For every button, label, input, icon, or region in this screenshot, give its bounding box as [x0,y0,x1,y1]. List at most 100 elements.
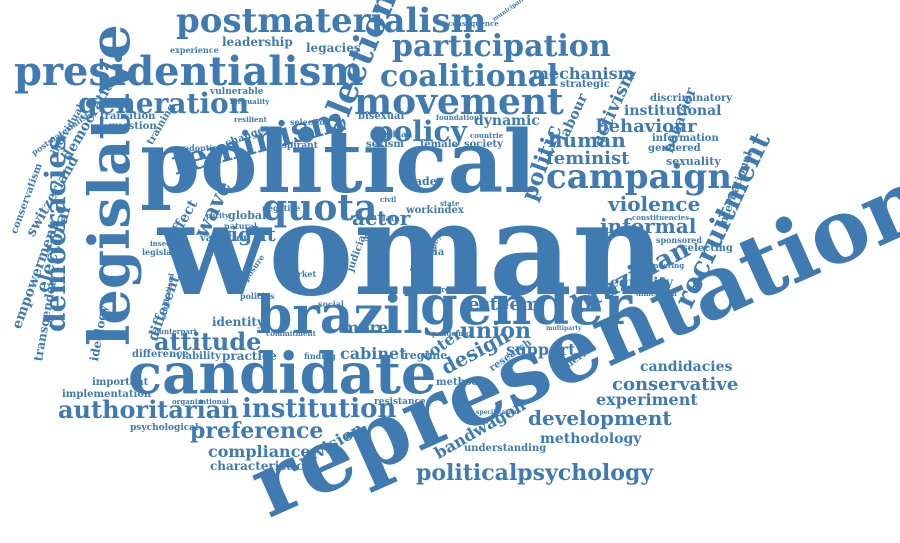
word-strength: strength [434,285,468,294]
word-specification: specification [476,409,519,416]
word-institution: institution [242,394,397,424]
word-esteem: esteem [468,294,540,315]
word-adoption: adoption [184,143,224,153]
word-global: global [228,209,267,222]
word-workindex: workindex [406,205,464,216]
word-campaign: campaign [546,157,732,197]
word-aspirant: aspirant [276,141,318,151]
word-parity: parity [206,211,230,220]
word-sexism: sexism [366,139,404,150]
word-selecting: selecting [682,243,733,254]
word-woman: woman [158,175,665,325]
word-legislator: legislator [142,247,185,257]
word-transition: transition [100,111,156,122]
word-municipalities: municipalities [491,0,535,23]
word-trade: trade [404,175,437,188]
word-understanding: understanding [464,443,547,454]
word-india: india [416,247,445,258]
word-countrie: countrie [470,131,504,140]
word-identity: identity [212,315,264,329]
word-information: information [652,133,719,144]
word-characteristic: characteristic [210,459,304,473]
word-candidacies: candidacies [640,359,733,375]
word-practice: practice [222,349,277,363]
word-question: question [108,121,157,132]
word-equality: equality [610,275,674,291]
word-discriminatory: discriminatory [650,93,733,104]
word-development: development [528,406,672,430]
word-methodology: methodology [540,431,642,447]
word-quota: quota [262,187,378,229]
word-experience: experience [170,45,219,55]
word-mechanism: mechanism [532,64,635,83]
word-lesbian: lesbian [380,129,413,139]
word-gender: gender [420,273,632,337]
word-candidate: candidate [128,341,437,407]
word-commitment: commitment [266,329,316,338]
word-regime: regime [404,349,448,362]
word-sponsored: sponsored [656,235,702,245]
word-union: union [460,318,532,344]
word-authoritarian: authoritarian [58,395,239,424]
word-insecurity: insecurity [150,239,190,248]
word-presidentialism: presidentialism [14,48,364,95]
word-dimension: dimension [636,289,677,298]
word-movement: movement [354,81,564,123]
word-market: market [284,269,317,279]
word-conservative: conservative [612,374,739,395]
word-natural: natural [224,221,257,231]
word-self: self [364,231,387,244]
word-multiparty: multiparty [546,325,582,332]
word-pandemic: pandemic [432,329,471,338]
word-brazil: brazil [256,285,423,346]
word-political: political [140,112,536,213]
word-policies: policies [240,291,275,301]
word-vulnerable: vulnerable [210,87,264,97]
word-preference: preference [190,418,324,444]
word-legacies: legacies [306,41,361,55]
word-participation: participation [392,29,611,64]
word-resilient: resilient [234,115,267,124]
word-compliance: compliance [208,442,311,461]
word-actor: actor [352,206,411,230]
word-female: female [420,139,458,150]
word-strategic: strategic [560,79,610,90]
word-constituencies: constituencies [632,213,690,222]
word-cabinet: cabinet [340,344,407,363]
word-human: human [548,128,626,152]
word-resistance: resistance [374,397,426,407]
word-difference: difference [132,349,189,360]
word-behaviour: behaviour [596,116,697,137]
word-selection: selection [290,117,331,127]
word-finding: finding [304,351,336,361]
word-consequence: consequence [448,19,499,28]
word-important: important [92,377,149,388]
word-informal: informal [600,214,697,238]
word-sexuality: sexuality [666,155,721,168]
word-data: data [380,213,400,223]
word-variation: variation [200,233,251,244]
word-psychological: psychological [130,423,199,433]
word-method: method [436,377,479,388]
word-support: support [506,340,576,359]
word-leadership: leadership [222,35,293,49]
word-bisexual: bisexual [358,111,405,122]
word-feminist: feminist [546,148,630,169]
word-policy: policy [374,115,467,148]
word-foundation: foundation [436,113,479,122]
word-state: state [440,199,460,208]
word-society: society [464,139,503,150]
word-civil: civil [380,195,397,204]
word-negative: negative [262,203,301,213]
word-organizational: organizational [172,397,229,406]
word-right: right [220,222,276,246]
word-generation: generation [78,87,250,120]
word-institutional: institutional [624,103,722,119]
word-viability: viability [176,351,221,362]
word-implementation: implementation [62,389,152,400]
word-coalitional: coalitional [380,59,559,94]
word-more: more [342,318,389,337]
word-experiment: experiment [596,390,698,409]
word-attitude: attitude [154,327,262,356]
